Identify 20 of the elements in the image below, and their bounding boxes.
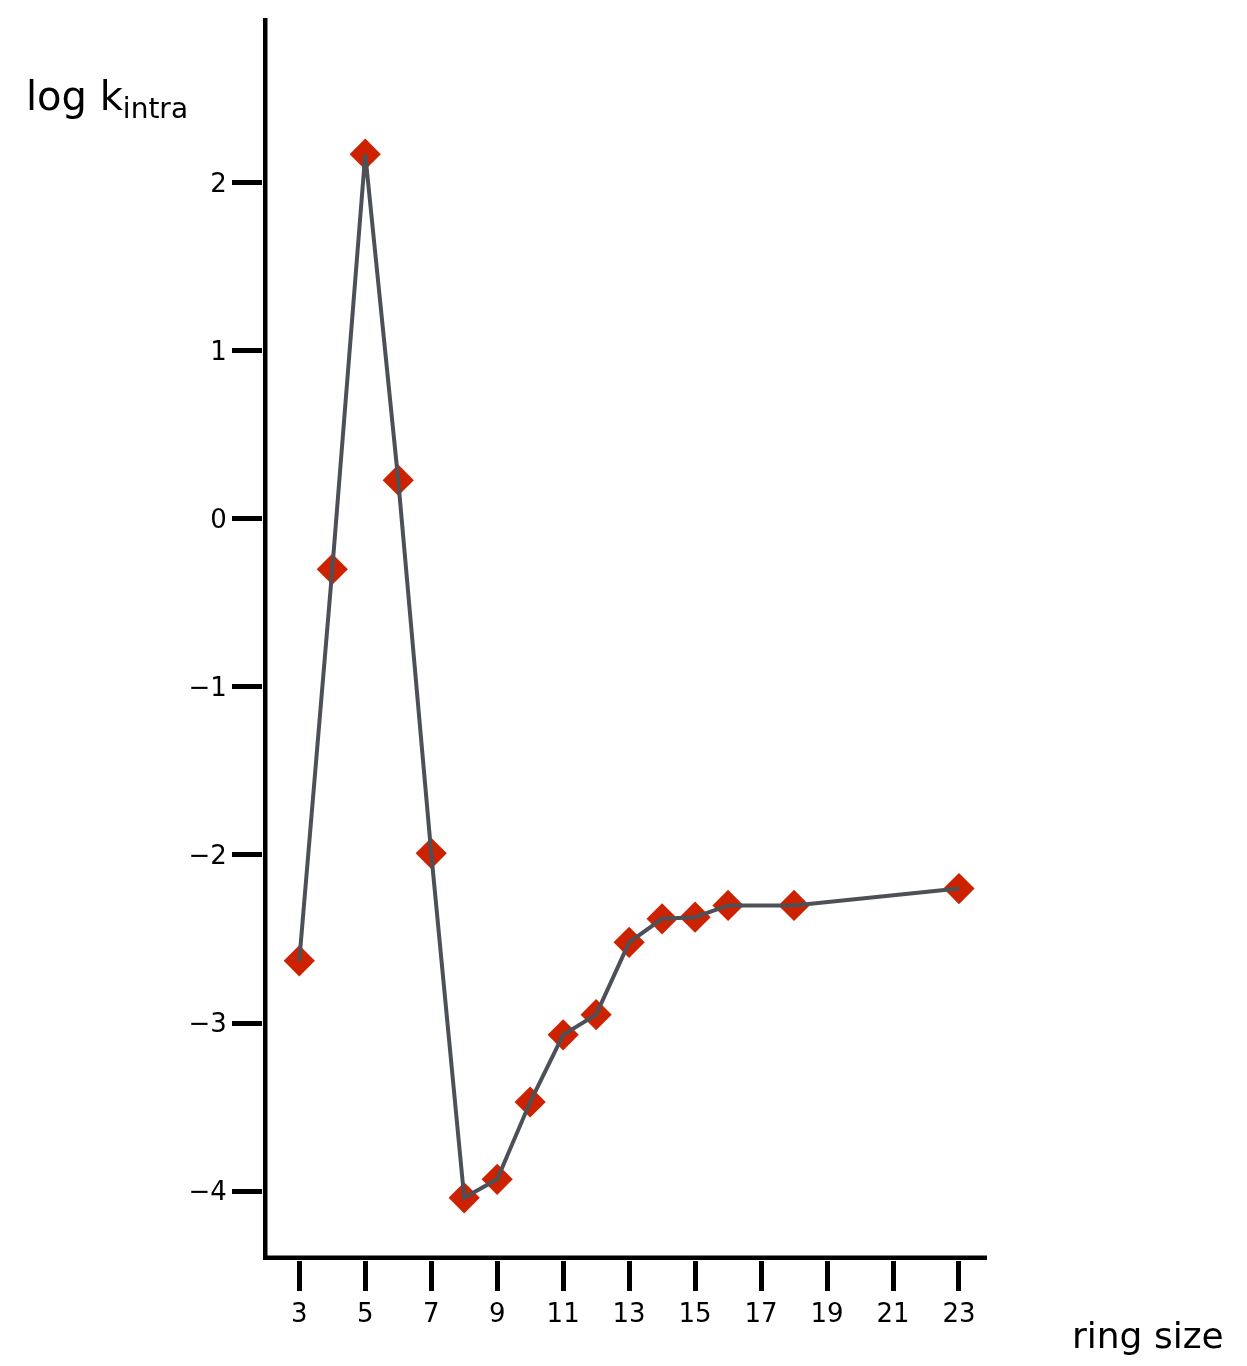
y-tick-label: −4 xyxy=(188,1176,227,1207)
y-tick-label: 1 xyxy=(210,335,227,366)
x-tick-label: 9 xyxy=(488,1298,506,1329)
y-tick-label: 2 xyxy=(210,167,227,198)
x-tick-label: 13 xyxy=(612,1298,646,1329)
y-axis-title: log k$_{intra}$ xyxy=(26,73,189,126)
x-tick-label: 7 xyxy=(422,1298,440,1329)
y-tick-label: 0 xyxy=(210,503,227,534)
x-axis-title: ring size xyxy=(1072,1315,1224,1356)
y-tick-label: −3 xyxy=(188,1008,227,1039)
x-tick-label: 23 xyxy=(942,1298,976,1329)
x-tick-label: 15 xyxy=(678,1298,712,1329)
x-tick-label: 17 xyxy=(744,1298,778,1329)
x-tick-label: 3 xyxy=(291,1298,308,1329)
y-tick-label: −2 xyxy=(188,840,227,871)
x-tick-label: 11 xyxy=(546,1298,580,1329)
x-tick-label: 5 xyxy=(356,1298,374,1329)
x-tick-label: 19 xyxy=(810,1298,844,1329)
x-tick-label: 21 xyxy=(876,1298,910,1329)
y-tick-label: −1 xyxy=(188,672,227,702)
